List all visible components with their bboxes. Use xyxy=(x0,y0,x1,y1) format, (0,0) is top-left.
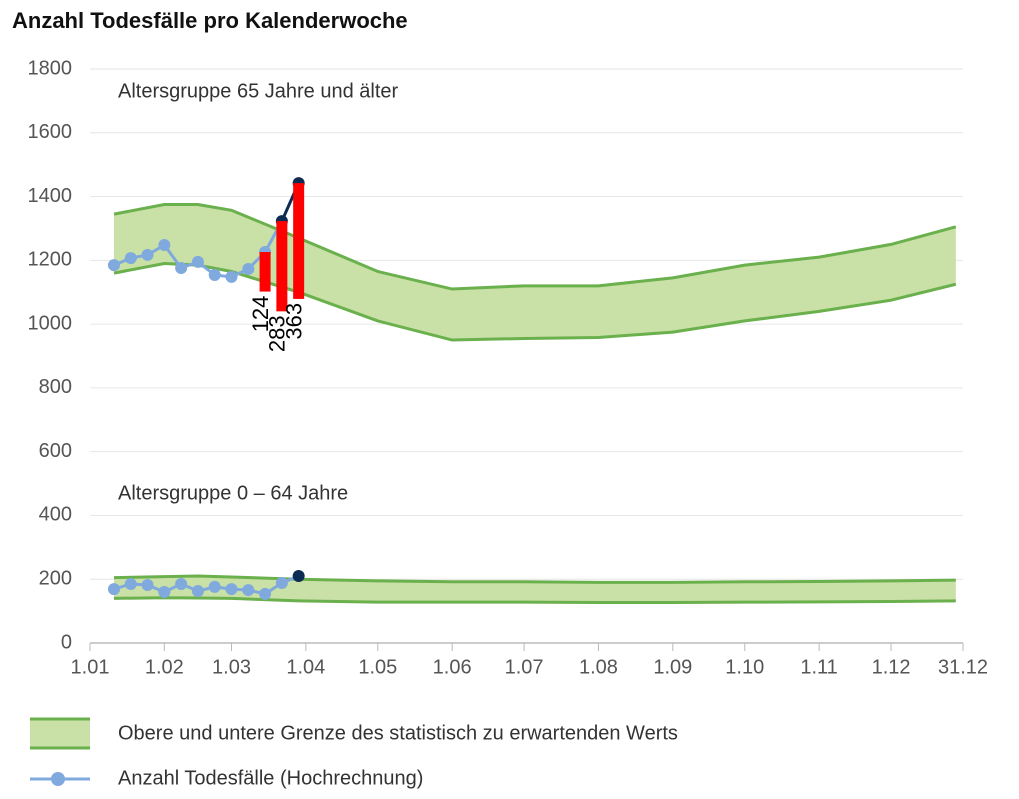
point xyxy=(292,570,305,583)
y-tick-label: 1200 xyxy=(28,249,73,271)
y-tick-label: 200 xyxy=(39,568,72,590)
point xyxy=(175,261,188,274)
point xyxy=(259,587,272,600)
y-tick-label: 1800 xyxy=(28,57,73,79)
point xyxy=(124,252,137,265)
y-tick-label: 400 xyxy=(39,504,72,526)
x-tick-label: 1.03 xyxy=(212,656,251,678)
point xyxy=(275,577,288,590)
y-tick-label: 600 xyxy=(39,440,72,462)
legend-label: Obere und untere Grenze des statistisch … xyxy=(118,722,678,744)
x-tick-label: 1.06 xyxy=(433,656,472,678)
point xyxy=(242,262,255,275)
point xyxy=(141,248,154,261)
x-tick-label: 1.10 xyxy=(725,656,764,678)
band-upper-edge xyxy=(113,203,957,291)
y-tick-label: 1400 xyxy=(28,185,73,207)
point xyxy=(158,585,171,598)
x-tick-label: 1.01 xyxy=(71,656,110,678)
x-tick-label: 1.02 xyxy=(145,656,184,678)
x-tick-label: 1.11 xyxy=(800,656,837,678)
point xyxy=(124,578,137,591)
point xyxy=(175,578,188,591)
band-lower-edge xyxy=(113,596,956,605)
group-label: Altersgruppe 65 Jahre und älter xyxy=(118,80,399,102)
x-tick-label: 1.07 xyxy=(505,656,544,678)
y-tick-label: 1600 xyxy=(28,121,73,143)
excess-bar xyxy=(293,183,305,299)
excess-label: 124 xyxy=(248,296,273,333)
legend-label: Anzahl Todesfälle (Hochrechnung) xyxy=(118,767,423,789)
x-tick-label: 1.09 xyxy=(653,656,692,678)
y-tick-label: 800 xyxy=(39,376,72,398)
point xyxy=(158,239,171,252)
point xyxy=(191,255,204,268)
band-area xyxy=(113,204,956,341)
x-tick-label: 31.12 xyxy=(938,656,988,678)
y-tick-label: 0 xyxy=(61,631,72,653)
chart-title: Anzahl Todesfälle pro Kalenderwoche xyxy=(12,8,408,33)
point xyxy=(107,259,120,272)
point xyxy=(141,578,154,591)
group-label: Altersgruppe 0 – 64 Jahre xyxy=(118,482,348,504)
excess-bar xyxy=(276,221,288,312)
x-tick-label: 1.08 xyxy=(579,656,618,678)
excess-label: 363 xyxy=(281,303,306,340)
point xyxy=(208,580,221,593)
x-tick-label: 1.05 xyxy=(358,656,397,678)
point xyxy=(242,584,255,597)
point xyxy=(191,585,204,598)
x-tick-label: 1.12 xyxy=(872,656,911,678)
legend-band-swatch xyxy=(30,719,90,748)
point xyxy=(107,583,120,596)
point xyxy=(225,583,238,596)
x-tick-label: 1.04 xyxy=(286,656,325,678)
y-tick-label: 1000 xyxy=(28,312,73,334)
legend-line-marker xyxy=(51,772,65,786)
excess-label: 283 xyxy=(265,315,290,352)
point xyxy=(208,269,221,282)
point xyxy=(225,270,238,283)
excess-bar xyxy=(259,252,271,292)
band-upper-edge xyxy=(113,574,956,584)
